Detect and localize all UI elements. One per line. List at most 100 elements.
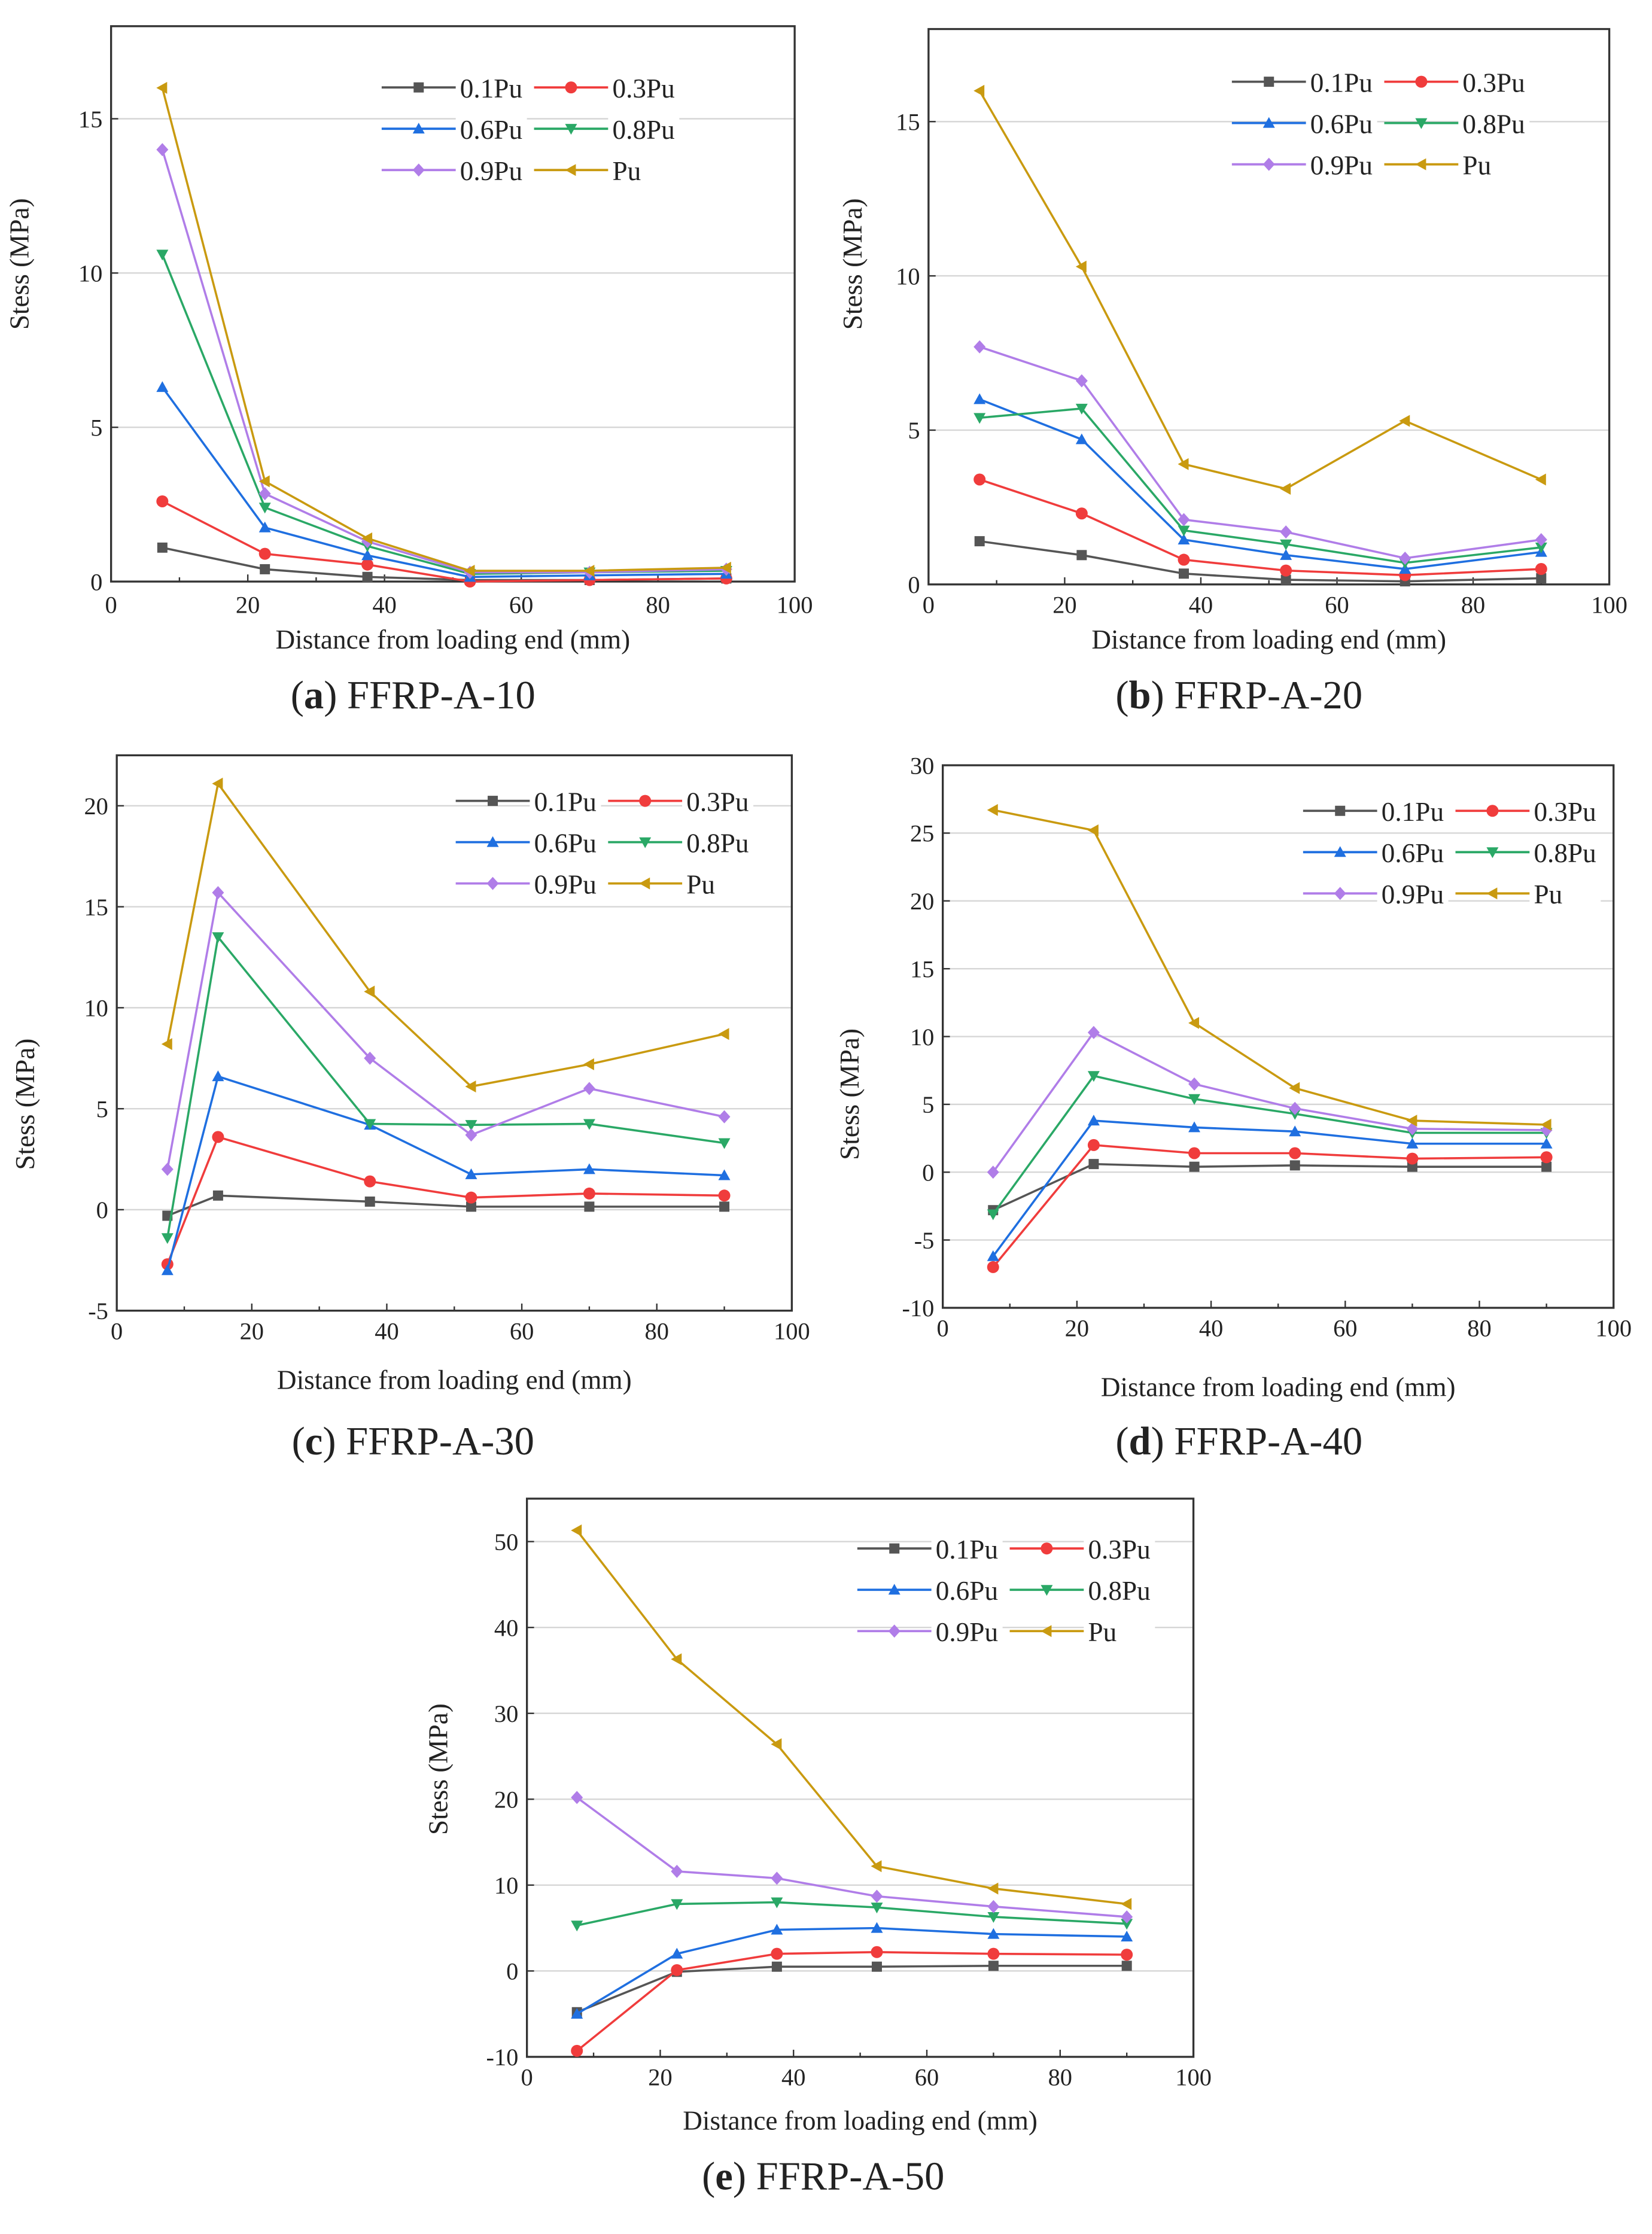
data-point: [1535, 473, 1546, 486]
x-tick-label: 80: [645, 1317, 669, 1344]
data-point: [1406, 1152, 1419, 1165]
data-point: [987, 1250, 999, 1261]
y-tick-label: 15: [896, 109, 920, 136]
series-line: [576, 1964, 1127, 2013]
data-point: [1536, 573, 1547, 583]
y-axis-label: Stess (MPa): [423, 1703, 453, 1835]
series-0.3Pu: [973, 473, 1547, 582]
y-tick-label: -5: [914, 1227, 935, 1254]
chart-panel-a: 0 20 40 60 80 100 0 5 10 15 Distance from loading …: [5, 25, 813, 717]
series-0.8Pu: [161, 932, 731, 1244]
y-tick-label: 5: [922, 1091, 934, 1118]
data-point: [161, 1162, 174, 1176]
data-point: [571, 2044, 583, 2057]
series-Pu: [987, 803, 1551, 1131]
data-point: [1280, 525, 1292, 539]
data-point: [1121, 1930, 1133, 1941]
data-point: [1399, 551, 1411, 565]
data-point: [1075, 374, 1088, 388]
data-point: [1179, 568, 1189, 579]
data-point: [1289, 1160, 1300, 1171]
legend-bg: [682, 866, 754, 898]
data-point: [571, 1791, 583, 1804]
data-point: [718, 1028, 729, 1040]
x-tick-label: 100: [1595, 1315, 1632, 1342]
data-point: [1075, 507, 1088, 520]
series-line: [979, 407, 1542, 564]
series-Pu: [156, 81, 731, 577]
data-point: [718, 1189, 731, 1202]
data-point: [988, 1961, 999, 1971]
legend-bg: [682, 825, 754, 857]
legend: 0.1Pu 0.3Pu 0.6Pu 0.8Pu 0.9Pu Pu: [1303, 793, 1601, 909]
data-point: [1541, 1161, 1552, 1172]
chart-panel-d: 0 20 40 60 80 100 -10 -5 0 5 10 15 20 25 30 Distance fr…: [835, 752, 1632, 1463]
y-tick-label: 0: [922, 1159, 934, 1186]
data-point: [671, 1947, 683, 1959]
legend-label: 0.1Pu: [534, 787, 597, 817]
x-tick-label: 40: [375, 1317, 398, 1344]
series-line: [992, 1119, 1547, 1257]
x-tick-label: 100: [774, 1317, 810, 1344]
data-point: [1540, 1118, 1551, 1131]
series-0.6Pu: [156, 381, 732, 582]
x-axis-label: Distance from loading end (mm): [276, 625, 631, 655]
data-point: [212, 1131, 224, 1143]
series-0.9Pu: [987, 1025, 1553, 1179]
data-point: [156, 249, 169, 261]
series-0.9Pu: [156, 143, 732, 579]
data-point: [1188, 1121, 1201, 1133]
data-point: [871, 1860, 882, 1873]
data-point: [258, 521, 271, 532]
y-tick-label: 20: [84, 793, 108, 820]
data-point: [1121, 1961, 1132, 1971]
legend-label: 0.8Pu: [1534, 838, 1596, 868]
legend-bg: [530, 825, 601, 857]
x-tick-label: 0: [105, 591, 117, 618]
series-line: [576, 1951, 1127, 2052]
data-point: [364, 985, 375, 998]
data-point: [1088, 1159, 1099, 1170]
data-point: [260, 564, 270, 574]
y-tick-label: 25: [910, 820, 934, 847]
data-point: [364, 1196, 375, 1207]
y-axis-label: Stess (MPa): [835, 1028, 865, 1160]
legend-marker: [889, 1543, 900, 1554]
data-point: [1280, 539, 1292, 550]
data-point: [1075, 260, 1087, 273]
legend-label: 0.3Pu: [612, 74, 674, 104]
series-line: [576, 1529, 1127, 1906]
x-tick-label: 60: [509, 591, 533, 618]
data-point: [571, 1524, 582, 1536]
x-tick-label: 100: [1591, 591, 1627, 618]
legend-label: Pu: [686, 869, 715, 899]
y-tick-label: 50: [494, 1529, 518, 1556]
data-point: [973, 473, 986, 486]
y-tick-label: 10: [494, 1872, 518, 1899]
data-point: [156, 495, 169, 507]
legend-bg: [530, 784, 601, 815]
data-point: [364, 1119, 376, 1130]
data-point: [157, 542, 168, 553]
legend-bg: [1084, 1531, 1155, 1563]
legend-label: 0.9Pu: [460, 156, 522, 186]
data-point: [1178, 513, 1190, 526]
legend-marker: [1041, 1625, 1052, 1638]
legend-bg: [608, 153, 680, 184]
legend-marker: [1486, 805, 1499, 817]
x-tick-label: 0: [111, 1317, 123, 1344]
y-tick-label: 15: [78, 106, 102, 133]
x-tick-label: 80: [646, 591, 670, 618]
data-point: [1406, 1122, 1419, 1136]
x-tick-label: 80: [1461, 591, 1485, 618]
caption-letter: a: [304, 674, 324, 717]
legend-bg: [931, 1531, 1003, 1563]
data-point: [583, 1058, 594, 1070]
data-point: [1289, 1125, 1301, 1137]
data-point: [1178, 458, 1189, 470]
legend-label: 0.6Pu: [534, 828, 597, 858]
legend-marker: [486, 836, 499, 847]
data-point: [361, 558, 374, 571]
y-tick-label: 0: [90, 568, 102, 595]
data-point: [1406, 1115, 1417, 1127]
